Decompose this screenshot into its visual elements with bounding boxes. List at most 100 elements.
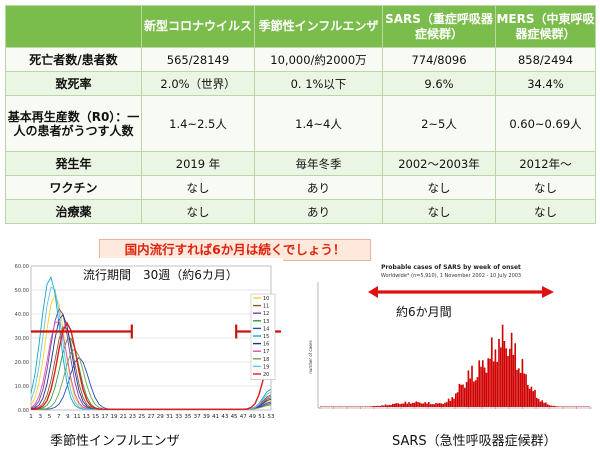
sars-bar [507, 355, 509, 407]
header-flu: 季節性インフルエンザ [254, 5, 383, 48]
arrow-left-icon [368, 286, 378, 298]
sars-bar [557, 406, 560, 407]
sars-bar [393, 403, 396, 407]
sars-bar [476, 377, 479, 407]
sars-bar [415, 401, 418, 407]
sars-bar [392, 403, 394, 407]
sars-bar [446, 402, 448, 407]
sars-bar [411, 402, 414, 407]
table-row-r0: 基本再生産数（R0）：一人の患者がうつす人数 1.4~2.5人 1.4~4人 2… [5, 95, 596, 152]
row-label: 発生年 [5, 151, 142, 176]
sars-bar [417, 402, 419, 407]
flu-x-tick: 15 [92, 414, 99, 420]
flu-x-tick: 53 [268, 414, 275, 420]
flu-x-tick: 23 [129, 414, 136, 420]
cell: 毎年冬季 [254, 151, 383, 176]
sars-bar [554, 405, 556, 407]
sars-bar [496, 361, 499, 407]
flu-x-tick: 39 [203, 414, 210, 420]
flu-x-tick: 9 [66, 414, 70, 420]
flu-y-tick: 10.00 [15, 384, 29, 390]
sars-bar [530, 386, 533, 407]
sars-bar [433, 404, 436, 407]
cell: 0.60~0.69人 [495, 95, 596, 152]
cell: あり [254, 175, 383, 200]
sars-period-annotation: 約6か月間 [396, 304, 452, 319]
row-label: 死亡者数/患者数 [5, 47, 142, 72]
sars-bar [552, 405, 554, 407]
sars-bar [449, 400, 452, 407]
sars-bar [458, 383, 461, 407]
sars-bar [527, 384, 529, 407]
flu-x-tick: 31 [166, 414, 173, 420]
cell: 9.6% [382, 71, 496, 96]
sars-bar [397, 403, 400, 407]
sars-bar [428, 402, 430, 407]
sars-bar [534, 389, 536, 407]
sars-bar [381, 405, 383, 407]
row-label: 致死率 [5, 71, 142, 96]
sars-bar [444, 402, 446, 407]
cell: なし [141, 175, 255, 200]
header-covid: 新型コロナウイルス [141, 5, 255, 48]
sars-bar [437, 403, 439, 407]
sars-bar [501, 324, 504, 407]
sars-bar [532, 391, 535, 407]
cell: 2002～2003年 [382, 151, 496, 176]
cell: なし [495, 175, 596, 200]
sars-bar [420, 403, 423, 407]
flu-x-tick: 41 [212, 414, 219, 420]
sars-bar [451, 397, 454, 407]
sars-bar [386, 405, 389, 407]
sars-bar [365, 406, 367, 407]
sars-bar [537, 398, 540, 407]
sars-bar [525, 374, 527, 407]
cell: 2~5人 [382, 95, 496, 152]
row-label: 基本再生産数（R0）：一人の患者がうつす人数 [5, 95, 142, 152]
flu-legend-label: 17 [263, 349, 269, 355]
flu-x-tick: 29 [157, 414, 164, 420]
flu-legend-label: 11 [263, 304, 269, 310]
sars-bar [528, 388, 531, 407]
flu-x-tick: 27 [148, 414, 155, 420]
sars-bar [440, 403, 443, 407]
flu-x-tick: 33 [175, 414, 182, 420]
header-sars: SARS（重症呼吸器症候群） [382, 5, 496, 48]
row-label: ワクチン [5, 175, 142, 200]
table-row-fatality: 致死率 2.0%（世界） 0. 1%以下 9.6% 34.4% [5, 71, 596, 96]
flu-x-tick: 37 [194, 414, 201, 420]
sars-bar [435, 403, 437, 407]
cell: 2.0%（世界） [141, 71, 255, 96]
flu-y-tick: 50.00 [15, 288, 29, 294]
cell: 858/2494 [495, 47, 596, 72]
flu-x-tick: 1 [29, 414, 33, 420]
cell: 565/28149 [141, 47, 255, 72]
sars-bar [431, 404, 434, 407]
table-row-vaccine: ワクチン なし あり なし なし [5, 175, 596, 200]
cell: なし [495, 199, 596, 224]
cell: あり [254, 199, 383, 224]
sars-chart: Probable cases of SARS by week of onset … [306, 262, 596, 424]
sars-bar [375, 405, 378, 407]
flu-x-tick: 17 [101, 414, 108, 420]
sars-bar [469, 378, 472, 407]
sars-bar [395, 403, 398, 407]
arrow-right-icon [542, 286, 554, 298]
flu-x-tick: 21 [120, 414, 127, 420]
sars-bar [500, 347, 502, 407]
flu-x-tick: 11 [74, 414, 81, 420]
flu-x-tick: 5 [48, 414, 52, 420]
cell: なし [382, 199, 496, 224]
sars-bar [541, 400, 544, 407]
sars-bar [438, 403, 441, 407]
sars-ylabel: number of cases [308, 340, 313, 373]
comparison-table: 新型コロナウイルス 季節性インフルエンザ SARS（重症呼吸器症候群） MERS… [5, 5, 596, 224]
sars-bar [494, 349, 497, 407]
sars-bar [480, 366, 482, 407]
header-mers: MERS（中東呼吸器症候群） [495, 5, 596, 48]
flu-legend-label: 20 [263, 372, 269, 378]
sars-bar [460, 384, 463, 407]
sars-bar [442, 403, 445, 407]
sars-bar [491, 337, 493, 407]
sars-bar [464, 387, 466, 407]
